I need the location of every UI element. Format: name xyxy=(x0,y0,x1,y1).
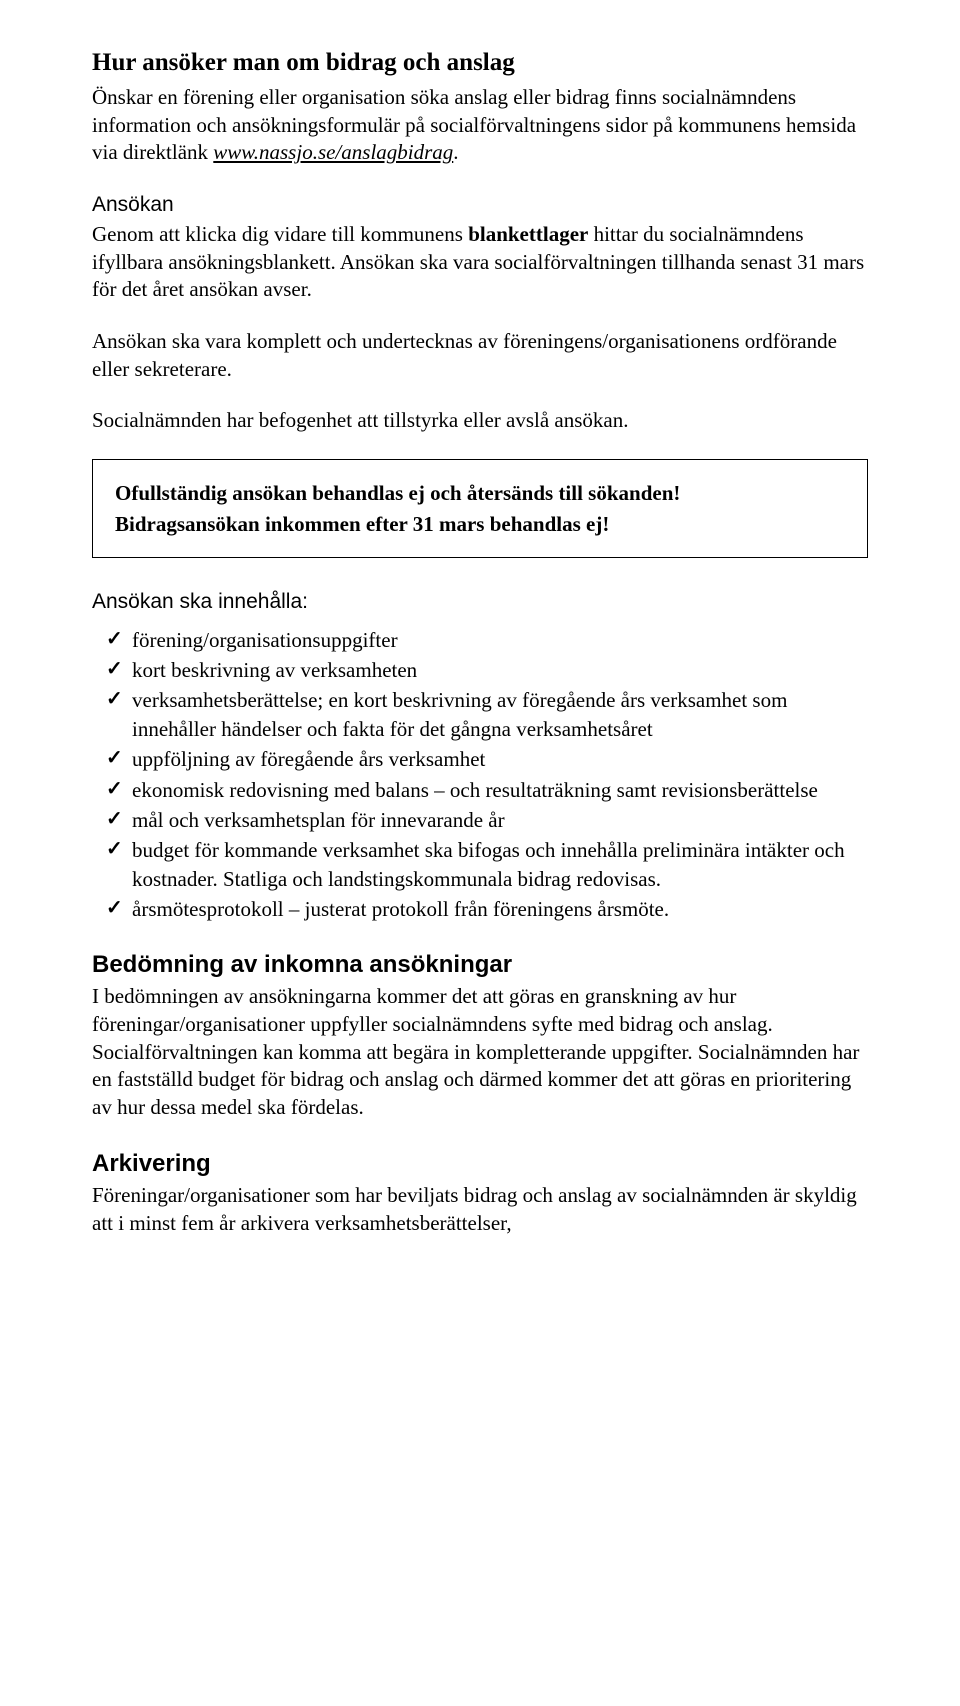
check-icon: ✓ xyxy=(106,895,123,922)
intro-text-after: . xyxy=(453,140,458,164)
list-item: ✓ mål och verksamhetsplan för innevarande… xyxy=(92,806,868,834)
list-item-text: årsmötesprotokoll – justerat protokoll f… xyxy=(132,897,669,921)
check-icon: ✓ xyxy=(106,626,123,653)
list-item: ✓ uppföljning av föregående års verksamhe… xyxy=(92,745,868,773)
check-icon: ✓ xyxy=(106,806,123,833)
callout-line1: Ofullständig ansökan behandlas ej och åt… xyxy=(115,481,680,505)
checklist-heading: Ansökan ska innehålla: xyxy=(92,588,868,616)
check-icon: ✓ xyxy=(106,656,123,683)
list-item-text: förening/organisationsuppgifter xyxy=(132,628,398,652)
list-item-text: uppföljning av föregående års verksamhet xyxy=(132,747,485,771)
checklist: ✓ förening/organisationsuppgifter ✓ kort b… xyxy=(92,626,868,923)
check-icon: ✓ xyxy=(106,686,123,713)
check-icon: ✓ xyxy=(106,836,123,863)
list-item-text: budget för kommande verksamhet ska bifog… xyxy=(132,838,845,890)
ansokan-p3: Socialnämnden har befogenhet att tillsty… xyxy=(92,407,868,435)
main-heading: Hur ansöker man om bidrag och anslag xyxy=(92,48,868,78)
ansokan-bold: blankettlager xyxy=(468,222,588,246)
ansokan-subheading: Ansökan xyxy=(92,191,868,219)
list-item: ✓ ekonomisk redovisning med balans – och … xyxy=(92,776,868,804)
list-item: ✓ verksamhetsberättelse; en kort beskrivn… xyxy=(92,686,868,743)
list-item: ✓ kort beskrivning av verksamheten xyxy=(92,656,868,684)
intro-text-before: Önskar en förening eller organisation sö… xyxy=(92,85,856,164)
document-page: Hur ansöker man om bidrag och anslag Öns… xyxy=(0,0,960,1706)
callout-line2: Bidragsansökan inkommen efter 31 mars be… xyxy=(115,512,609,536)
arkivering-heading: Arkivering xyxy=(92,1150,868,1178)
arkivering-p1: Föreningar/organisationer som har bevilj… xyxy=(92,1182,868,1237)
intro-paragraph: Önskar en förening eller organisation sö… xyxy=(92,84,868,167)
list-item-text: kort beskrivning av verksamheten xyxy=(132,658,417,682)
callout-box: Ofullständig ansökan behandlas ej och åt… xyxy=(92,459,868,558)
list-item-text: ekonomisk redovisning med balans – och r… xyxy=(132,778,818,802)
intro-link[interactable]: www.nassjo.se/anslagbidrag xyxy=(213,140,453,164)
check-icon: ✓ xyxy=(106,745,123,772)
bedomning-p1: I bedömningen av ansökningarna kommer de… xyxy=(92,983,868,1122)
list-item: ✓ förening/organisationsuppgifter xyxy=(92,626,868,654)
list-item: ✓ budget för kommande verksamhet ska bifo… xyxy=(92,836,868,893)
ansokan-p2: Ansökan ska vara komplett och underteckn… xyxy=(92,328,868,383)
list-item-text: mål och verksamhetsplan för innevarande … xyxy=(132,808,505,832)
list-item: ✓ årsmötesprotokoll – justerat protokoll … xyxy=(92,895,868,923)
list-item-text: verksamhetsberättelse; en kort beskrivni… xyxy=(132,688,787,740)
ansokan-p1-a: Genom att klicka dig vidare till kommune… xyxy=(92,222,468,246)
bedomning-heading: Bedömning av inkomna ansökningar xyxy=(92,951,868,979)
ansokan-p1: Genom att klicka dig vidare till kommune… xyxy=(92,221,868,304)
check-icon: ✓ xyxy=(106,776,123,803)
